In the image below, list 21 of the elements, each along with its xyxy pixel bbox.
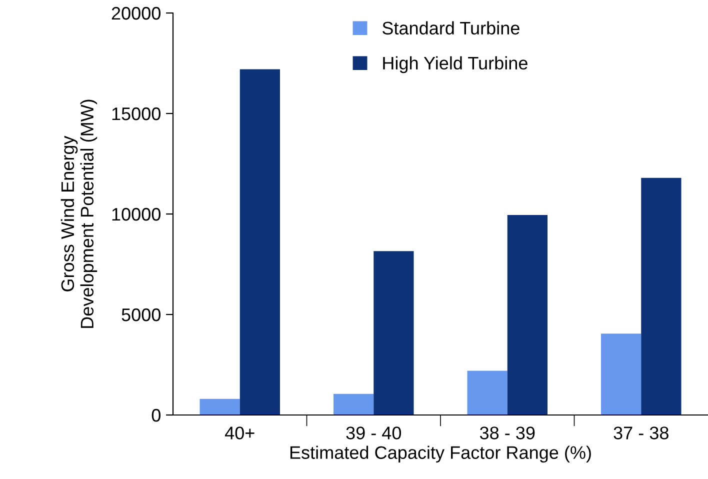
x-tick-label: 37 - 38 [614, 426, 668, 440]
legend-label: Standard Turbine [382, 21, 520, 35]
bar [240, 69, 280, 415]
x-axis-title: Estimated Capacity Factor Range (%) [290, 446, 591, 463]
bar [334, 394, 374, 415]
y-tick-label: 15000 [112, 107, 160, 120]
x-tick-label: 39 - 40 [346, 426, 402, 440]
x-tick-label: 38 - 39 [480, 426, 535, 440]
bar [641, 178, 682, 415]
y-tick-label: 20000 [112, 6, 160, 20]
x-tick-label: 40+ [224, 426, 254, 440]
bar [200, 398, 240, 415]
bar [507, 215, 548, 415]
bar [601, 334, 642, 415]
bar [374, 251, 414, 415]
y-tick-label: 10000 [112, 208, 160, 221]
legend-label: High Yield Turbine [383, 56, 528, 74]
y-tick-label: 0 [152, 408, 160, 422]
y-tick-label: 5000 [122, 308, 160, 322]
y-axis-title: Gross Wind Energy Development Potential (MW) [60, 100, 98, 328]
bar [467, 370, 508, 415]
